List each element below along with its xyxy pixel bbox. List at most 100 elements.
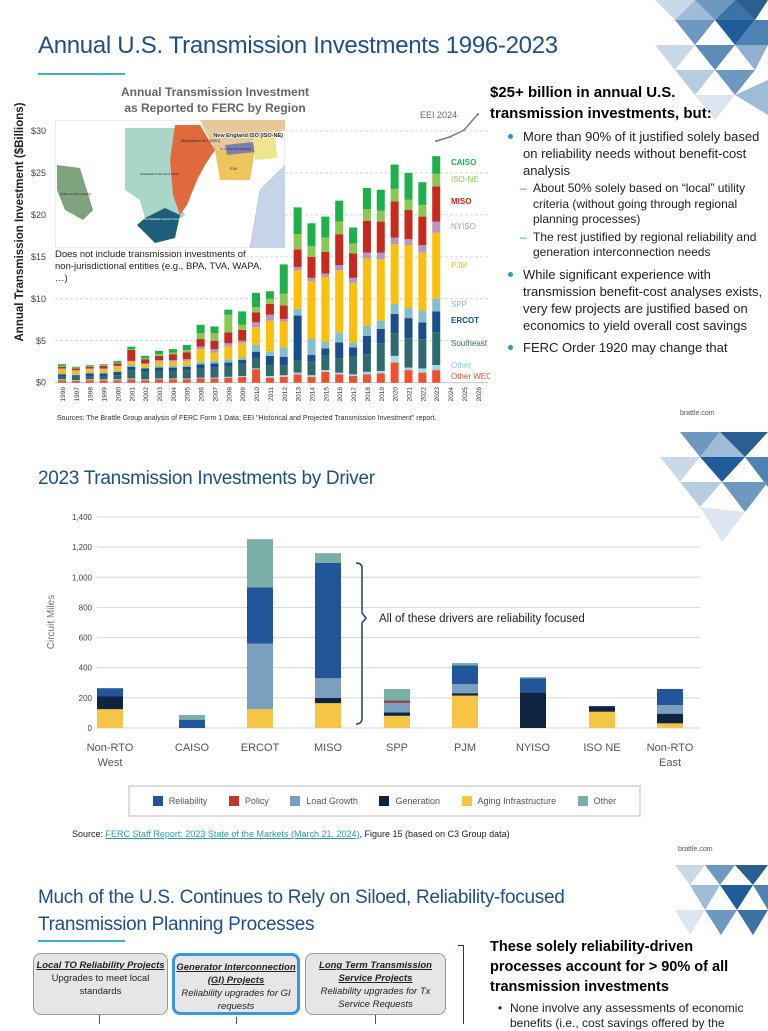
bar-segment-other-wecc — [196, 378, 205, 383]
bar-segment-pjm — [182, 360, 191, 366]
bar-segment-other-wecc — [168, 379, 177, 383]
bar-segment-nyiso — [224, 343, 233, 347]
bar-segment-nyiso — [182, 359, 191, 361]
x-tick-label: MISO — [314, 742, 343, 754]
bar-segment-reliability — [247, 587, 273, 644]
chart1-title-line2: as Reported to FERC by Region — [124, 101, 306, 115]
bar-segment-caiso — [349, 227, 358, 244]
process-box-long-term: Long Term Transmission Service Projects … — [305, 953, 446, 1015]
bar-segment-spp — [85, 372, 94, 374]
bar-segment-miso — [141, 359, 150, 364]
map-label-spp: Southwest Power Pool (SPP) — [140, 172, 179, 176]
chart2-investments-by-driver: 0 200 400 600 800 1,000 1,200 1,400 Circuit Mile… — [46, 513, 700, 769]
bar-segment-southeast — [432, 332, 441, 366]
x-tick-label: 2018 — [365, 387, 372, 402]
bar-segment-caiso — [85, 365, 94, 366]
bar-segment-pjm — [293, 270, 302, 309]
x-tick-label: 2024 — [448, 387, 455, 402]
bar-segment-iso-ne — [252, 307, 261, 313]
bar-segment-southeast — [85, 375, 94, 380]
x-tick-label: ISO NE — [583, 742, 620, 754]
bar-segment-miso — [349, 253, 358, 278]
bar-segment-southeast — [293, 360, 302, 373]
bar-segment-miso — [376, 221, 385, 253]
bar-segment-nyiso — [127, 360, 136, 362]
bar-segment-other — [141, 379, 150, 381]
y-tick-label: $20 — [31, 210, 46, 220]
bar-segment-ercot — [265, 355, 274, 366]
bracket — [458, 945, 464, 1024]
bar-segment-caiso — [252, 292, 261, 308]
bar-segment-miso — [224, 332, 233, 344]
series-label: ISO-NE — [451, 175, 479, 184]
x-tick-label: 2007 — [212, 387, 219, 402]
bar-segment-iso-ne — [155, 354, 164, 356]
x-tick-label: 2000 — [115, 387, 122, 402]
bar-segment-miso — [182, 352, 191, 360]
bar-segment-caiso — [71, 366, 80, 368]
bar-segment-iso-ne — [113, 362, 122, 364]
bar-segment-other-wecc — [85, 380, 94, 383]
bar-segment-ercot — [404, 318, 413, 339]
bar-segment-ercot — [85, 373, 94, 376]
bar-segment-spp — [210, 360, 219, 364]
bar-segment-southeast — [238, 363, 247, 376]
bar-segment-iso-ne — [210, 333, 219, 341]
bar-segment-aging-infrastructure — [589, 711, 615, 728]
projection-line — [435, 113, 479, 142]
bar-segment-other-wecc — [404, 370, 413, 383]
bar-segment-southeast — [182, 370, 191, 379]
bar-segment-nyiso — [376, 252, 385, 260]
bar-segment-ercot — [432, 311, 441, 333]
box-title: Long Term Transmission Service Projects — [319, 960, 432, 984]
x-tick-label: 2008 — [226, 387, 233, 402]
legend-label: Generation — [395, 796, 440, 806]
x-tick-label: 2004 — [171, 387, 178, 402]
bar-segment-ercot — [335, 342, 344, 359]
bar-segment-spp — [196, 361, 205, 365]
bar-segment-caiso — [127, 346, 136, 350]
bar-segment-iso-ne — [127, 349, 136, 350]
bar-segment-other-wecc — [293, 374, 302, 383]
bar-segment-nyiso — [307, 277, 316, 282]
bullet-1: More than 90% of it justified solely bas… — [490, 128, 765, 179]
bar-segment-nyiso — [418, 245, 427, 253]
bar-segment-other-wecc — [432, 370, 441, 383]
y-tick-label: $0 — [36, 378, 46, 388]
bar-segment-southeast — [321, 355, 330, 371]
footer-brattle-1: brattle.com — [680, 410, 715, 417]
bar-segment-other — [179, 715, 205, 720]
x-tick-label: 1996 — [60, 387, 67, 402]
y-tick-label: 1,000 — [72, 573, 93, 582]
series-label: NYISO — [451, 222, 476, 231]
bar-segment-aging-infrastructure — [452, 695, 478, 728]
bar-segment-pjm — [265, 320, 274, 352]
bar-segment-southeast — [155, 370, 164, 379]
bar-segment-iso-ne — [404, 199, 413, 210]
bar-segment-other — [196, 377, 205, 379]
bar-segment-other-wecc — [71, 381, 80, 383]
bar-segment-pjm — [335, 270, 344, 333]
source-link[interactable]: FERC Staff Report: 2023 State of the Mar… — [105, 829, 360, 839]
bar-segment-miso — [307, 256, 316, 278]
chart1-note: Does not include transmission investment… — [55, 249, 262, 284]
bar-segment-iso-ne — [349, 243, 358, 254]
bar-segment-caiso — [224, 309, 233, 315]
bar-segment-spp — [335, 332, 344, 343]
x-tick-label: 2011 — [268, 387, 275, 401]
bar-segment-caiso — [307, 223, 316, 246]
bar-segment-other — [520, 677, 546, 679]
bar-segment-other — [247, 539, 273, 588]
y-axis-title: Annual Transmission Investment ($Billion… — [14, 102, 26, 341]
bar-segment-pjm — [99, 369, 108, 373]
bar-segment-southeast — [113, 375, 122, 380]
bar-segment-nyiso — [141, 363, 150, 365]
bullet-2: While significant experience with transm… — [490, 266, 765, 334]
bar-segment-southeast — [210, 367, 219, 378]
legend-label: Aging Infrastructure — [477, 796, 557, 806]
y-tick-label: 800 — [79, 603, 93, 612]
legend-swatch — [228, 796, 239, 806]
bar-segment-load-growth — [315, 678, 341, 698]
projection-label: EEI 2024 — [420, 110, 457, 120]
bar-segment-other-wecc — [99, 380, 108, 383]
